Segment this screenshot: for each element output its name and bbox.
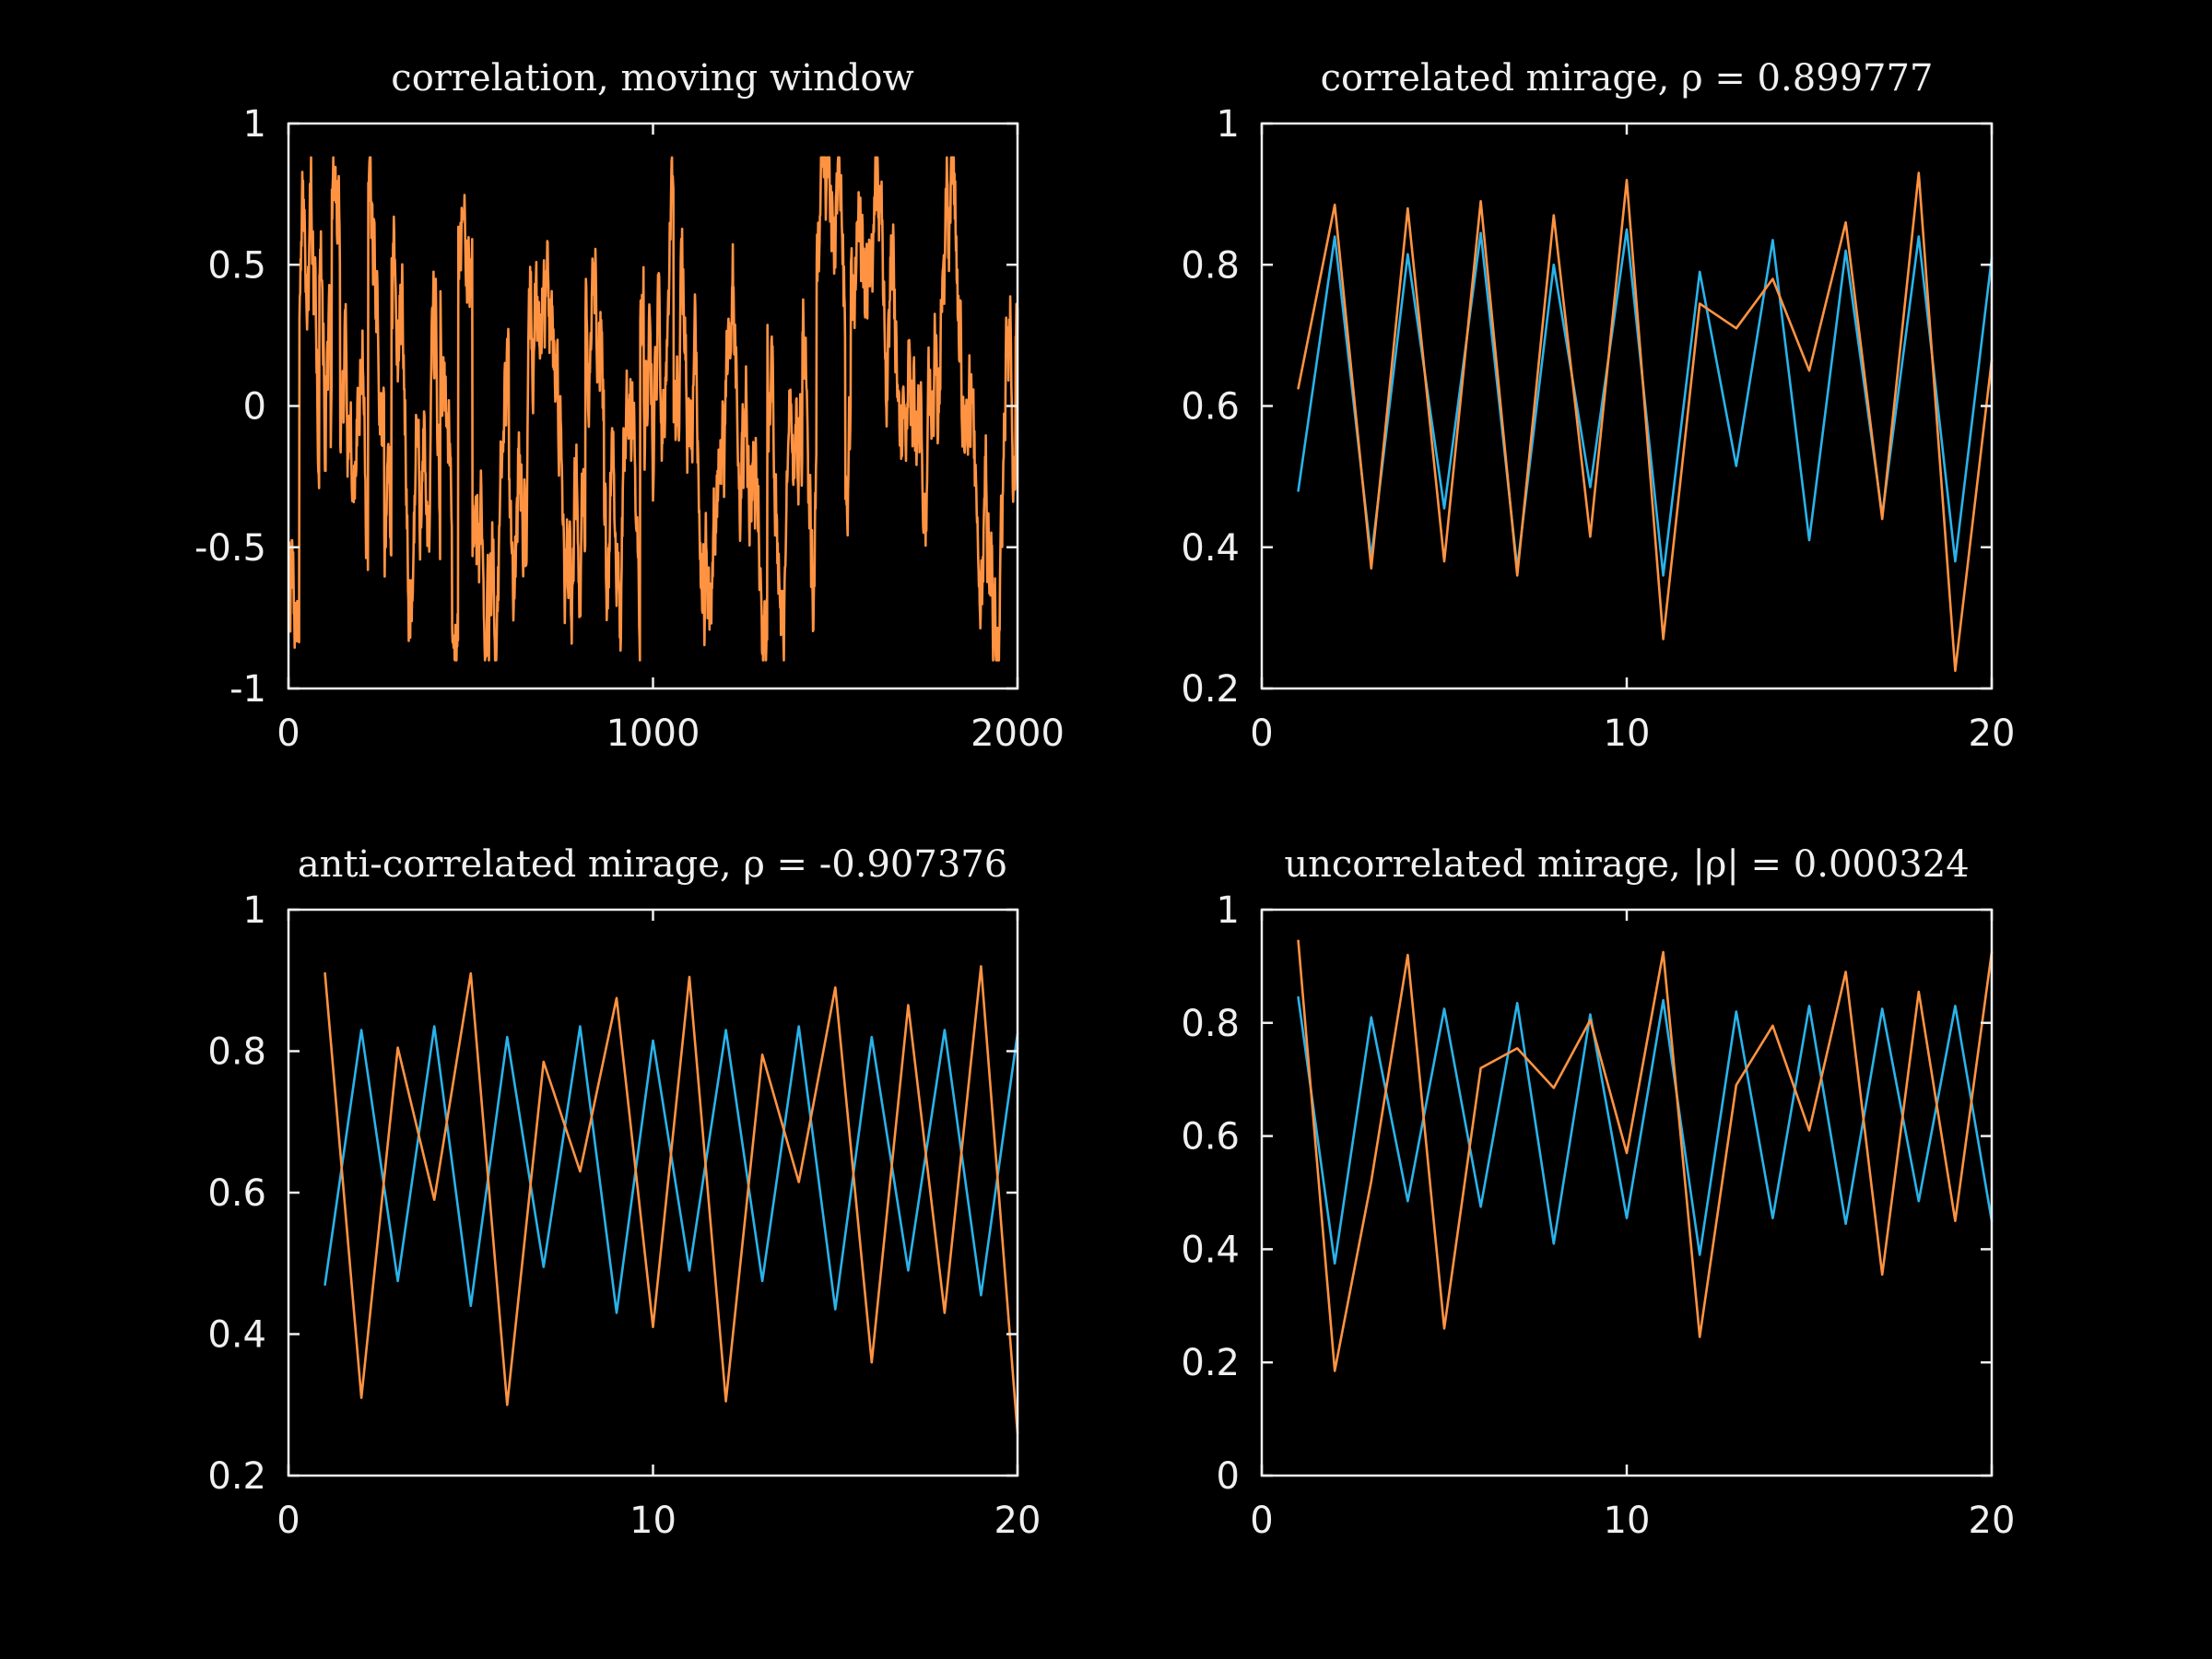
x-tick-label: 20	[1969, 712, 2016, 755]
panel-anti-correlated-mirage: anti-correlated mirage, ρ = -0.907376 0 1…	[207, 843, 1041, 1542]
y-tick-label: -0.5	[194, 527, 266, 570]
y-tick-label: 0.4	[1181, 527, 1240, 570]
x-tick-label: 2000	[971, 712, 1065, 755]
y-tick-label: 0.6	[207, 1172, 266, 1215]
series-line-1	[1297, 995, 1994, 1265]
panel-title: anti-correlated mirage, ρ = -0.907376	[298, 843, 1007, 886]
panel-title: correlated mirage, ρ = 0.899777	[1321, 57, 1934, 100]
y-tick-label: -1	[229, 668, 266, 711]
panel-correlated-mirage: correlated mirage, ρ = 0.899777 0 10 20 0.2…	[1181, 57, 2015, 755]
y-tick-label: 0	[243, 386, 266, 429]
y-tick-label: 0.2	[207, 1455, 266, 1498]
y-tick-label: 0.8	[1181, 1003, 1240, 1045]
x-tick-label: 10	[629, 1500, 677, 1542]
x-tick-label: 0	[1250, 712, 1273, 755]
series-line-1	[288, 156, 1019, 662]
y-tick-label: 0.8	[207, 1031, 266, 1074]
x-tick-label: 10	[1604, 1500, 1651, 1542]
y-tick-label: 0.4	[207, 1314, 266, 1357]
y-tick-label: 1	[243, 889, 266, 932]
y-tick-label: 0.6	[1181, 386, 1240, 429]
series-line-2	[324, 965, 1019, 1435]
series-line-2	[1297, 171, 1994, 673]
x-tick-label: 20	[1969, 1500, 2016, 1542]
y-tick-label: 0.8	[1181, 244, 1240, 287]
y-tick-label: 0	[1217, 1455, 1240, 1498]
x-tick-label: 1000	[606, 712, 700, 755]
x-tick-label: 0	[276, 712, 300, 755]
y-tick-label: 0.6	[1181, 1116, 1240, 1159]
y-tick-label: 1	[1217, 103, 1240, 146]
series-line-2	[1297, 939, 1994, 1372]
panel-correlation-moving-window: correlation, moving window 0 1000 2000 -1 -0…	[194, 57, 1065, 755]
y-tick-label: 0.2	[1181, 1342, 1240, 1384]
x-tick-label: 0	[1250, 1500, 1273, 1542]
y-tick-label: 1	[1217, 889, 1240, 932]
x-tick-label: 20	[994, 1500, 1041, 1542]
y-tick-label: 0.2	[1181, 668, 1240, 711]
panel-uncorrelated-mirage: uncorrelated mirage, |ρ| = 0.000324 0 10 2…	[1181, 843, 2015, 1542]
y-tick-label: 0.5	[207, 244, 266, 287]
y-tick-label: 0.4	[1181, 1229, 1240, 1271]
panel-title: uncorrelated mirage, |ρ| = 0.000324	[1284, 843, 1969, 886]
panel-title: correlation, moving window	[391, 57, 913, 100]
y-tick-label: 1	[243, 103, 266, 146]
x-tick-label: 10	[1604, 712, 1651, 755]
x-tick-label: 0	[276, 1500, 300, 1542]
